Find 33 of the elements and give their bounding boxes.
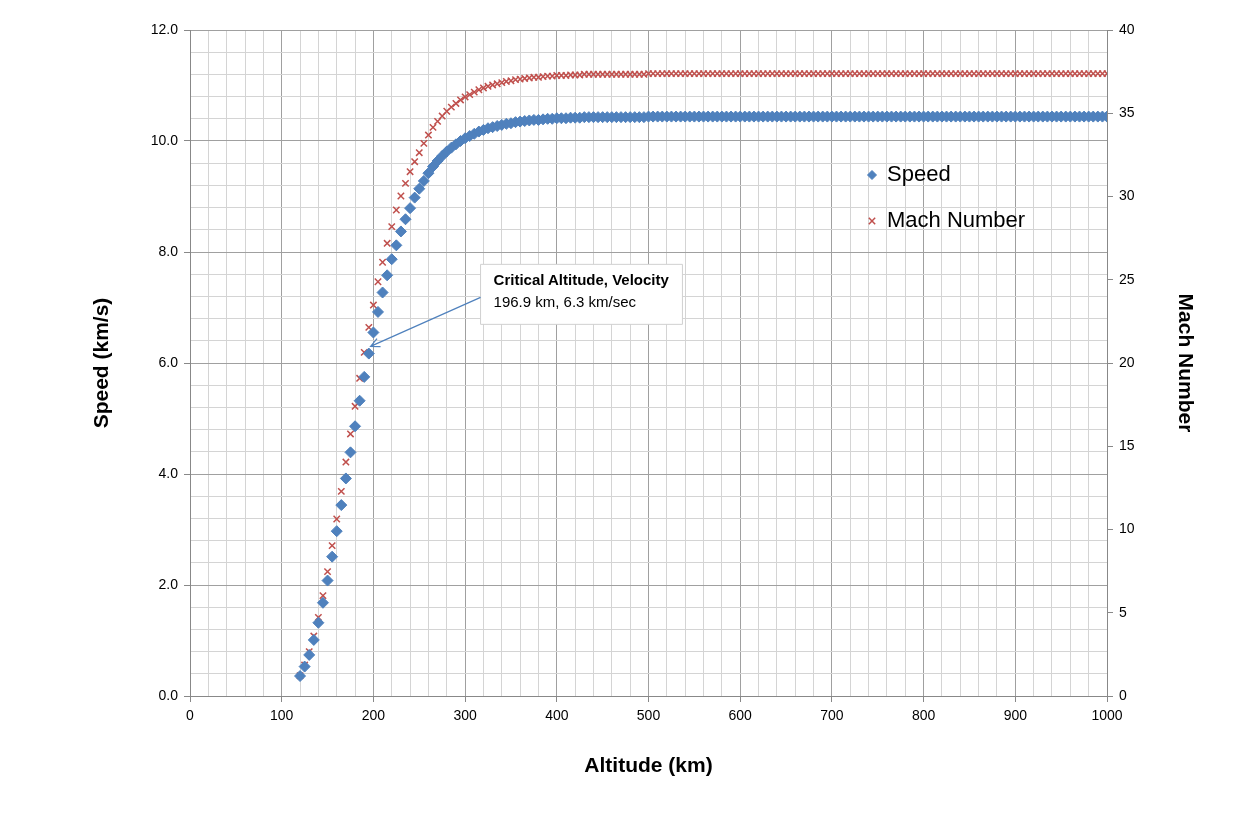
annotation: Critical Altitude, Velocity 196.9 km, 6.3 km/sec (493, 270, 670, 310)
y-axis-title: Speed (km/s) (89, 297, 113, 429)
y2-tick-label: 0 (1119, 686, 1127, 703)
x-tick-label: 900 (1003, 707, 1028, 724)
legend-label: Speed (887, 161, 951, 187)
y-tick-label: 4.0 (158, 464, 179, 481)
y2-tick-label: 25 (1119, 270, 1135, 287)
x-tick-label: 600 (728, 707, 753, 724)
y-tick-label: 0.0 (158, 686, 179, 703)
legend-label: Mach Number (887, 207, 1026, 233)
x-tick-label: 300 (453, 707, 477, 724)
y2-tick-label: 5 (1119, 603, 1127, 620)
y2-tick-label: 10 (1119, 520, 1135, 537)
x-tick-label: 700 (820, 707, 844, 724)
y2-tick-label: 40 (1119, 20, 1135, 37)
x-tick-label: 400 (545, 707, 569, 724)
y2-tick-label: 15 (1119, 437, 1135, 454)
y2-axis-title: Mach Number (1174, 293, 1198, 433)
x-tick-label: 500 (636, 707, 661, 724)
y-tick-label: 6.0 (158, 353, 179, 370)
x-tick-label: 200 (361, 707, 386, 724)
x-tick-label: 0 (186, 707, 195, 724)
x-tick-label: 1000 (1091, 707, 1123, 724)
y-tick-label: 12.0 (150, 20, 179, 37)
y-tick-label: 2.0 (158, 575, 179, 592)
y-tick-label: 10.0 (150, 131, 179, 148)
x-tick-label: 100 (270, 707, 294, 724)
x-axis-title: Altitude (km) (584, 753, 713, 777)
y2-tick-label: 30 (1119, 187, 1135, 204)
y2-tick-label: 35 (1119, 104, 1135, 121)
y-tick-label: 8.0 (158, 242, 179, 259)
x-tick-label: 800 (911, 707, 936, 724)
y2-tick-label: 20 (1119, 353, 1135, 370)
